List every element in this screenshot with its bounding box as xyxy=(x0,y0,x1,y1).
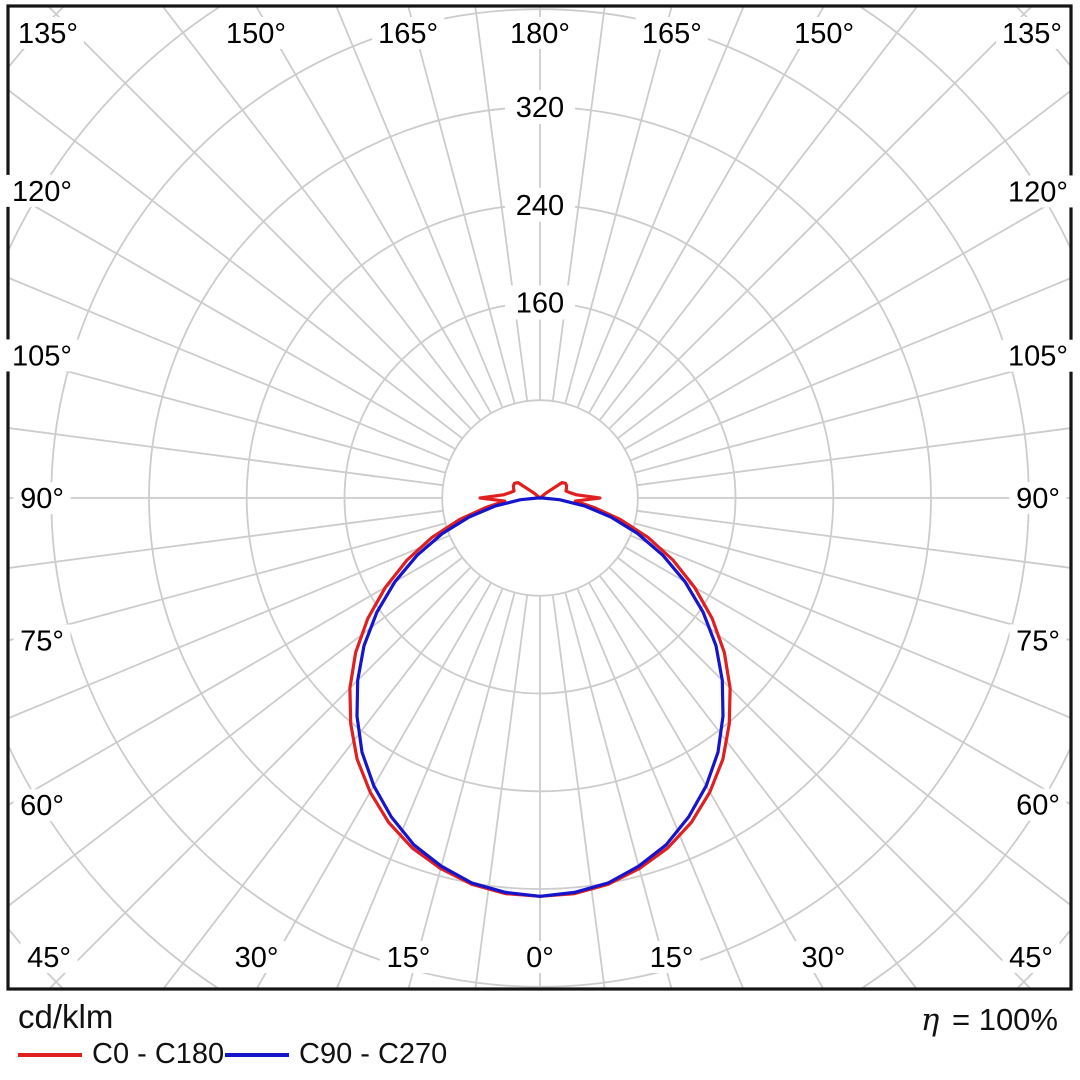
legend-swatch-blue xyxy=(225,1052,289,1057)
svg-text:165°: 165° xyxy=(378,18,438,50)
plot-frame xyxy=(6,4,1073,991)
svg-text:320: 320 xyxy=(516,92,564,124)
svg-text:120°: 120° xyxy=(1008,176,1068,208)
svg-text:75°: 75° xyxy=(20,626,64,658)
legend-swatch-red xyxy=(18,1052,82,1057)
svg-text:45°: 45° xyxy=(27,942,71,974)
curve-C90-C270 xyxy=(355,496,725,898)
legend-label-c0-c180: C0 - C180 xyxy=(92,1038,225,1070)
efficiency-value: η = 100% xyxy=(921,1002,1058,1038)
svg-text:90°: 90° xyxy=(1016,483,1060,515)
svg-text:180°: 180° xyxy=(510,18,570,50)
svg-text:105°: 105° xyxy=(12,340,72,372)
svg-text:15°: 15° xyxy=(387,942,431,974)
svg-text:135°: 135° xyxy=(18,18,78,50)
svg-text:0°: 0° xyxy=(526,942,554,974)
svg-text:150°: 150° xyxy=(226,18,286,50)
legend-item-c0-c180: C0 - C180 xyxy=(18,1038,224,1071)
svg-text:105°: 105° xyxy=(1008,341,1068,373)
legend: C0 - C180 C90 - C270 xyxy=(0,1038,1080,1074)
svg-text:165°: 165° xyxy=(642,18,702,50)
svg-text:120°: 120° xyxy=(12,176,72,208)
legend-item-c90-c270: C90 - C270 xyxy=(225,1038,447,1071)
svg-text:60°: 60° xyxy=(1016,790,1060,822)
angle-labels: 0° 15° 15° 30° 30° 45° 45° 60° 60° 75° 75° 90° 90° 10… xyxy=(6,17,1074,974)
svg-text:160: 160 xyxy=(516,288,564,320)
svg-text:240: 240 xyxy=(516,190,564,222)
svg-text:30°: 30° xyxy=(802,942,846,974)
units-label: cd/klm xyxy=(18,998,114,1035)
svg-text:45°: 45° xyxy=(1009,942,1053,974)
legend-label-c90-c270: C90 - C270 xyxy=(299,1038,448,1070)
eta-symbol: η xyxy=(920,1002,940,1038)
svg-text:150°: 150° xyxy=(794,18,854,50)
svg-text:135°: 135° xyxy=(1002,18,1062,50)
svg-text:75°: 75° xyxy=(1016,625,1060,657)
svg-text:15°: 15° xyxy=(650,942,694,974)
svg-text:60°: 60° xyxy=(20,790,64,822)
ring-labels: 160 240 320 xyxy=(505,90,575,320)
svg-text:30°: 30° xyxy=(235,942,279,974)
efficiency-text: = 100% xyxy=(951,1002,1058,1037)
svg-text:90°: 90° xyxy=(20,483,64,515)
